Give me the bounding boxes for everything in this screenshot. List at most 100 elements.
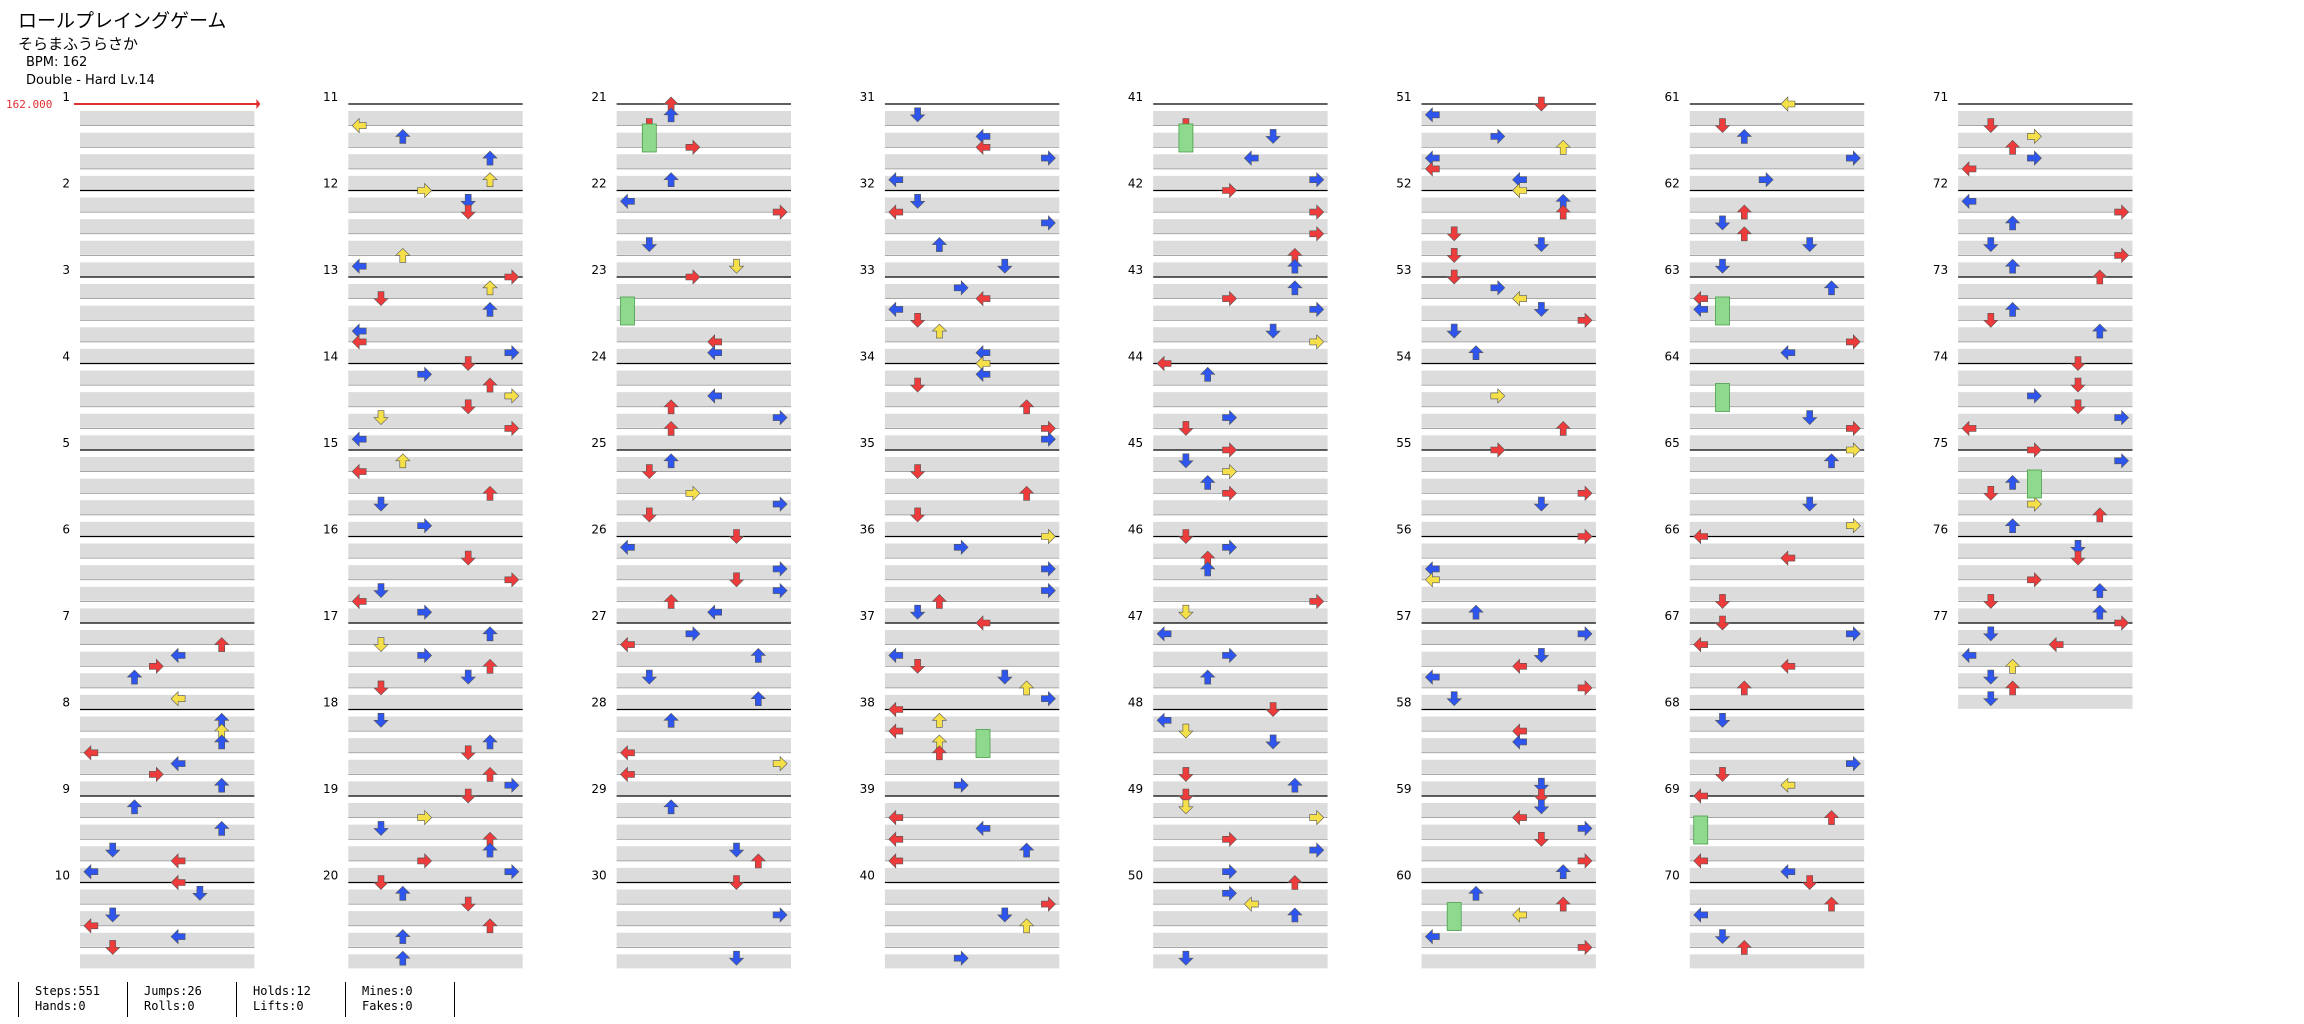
- beat-band: [80, 543, 255, 558]
- beat-band: [80, 262, 255, 277]
- beat-band: [80, 954, 255, 969]
- lifts-count: Lifts:0: [253, 999, 304, 1013]
- arrow-note: [931, 745, 948, 761]
- beat-band: [1421, 370, 1596, 385]
- beat-band: [884, 154, 1060, 169]
- measure-number: 27: [591, 609, 606, 623]
- arrow-note: [2027, 388, 2042, 404]
- bpm-marker-label: 162.000: [6, 98, 52, 111]
- beat-band: [1421, 889, 1596, 904]
- beat-band: [348, 111, 523, 125]
- measure-number: 39: [860, 782, 875, 796]
- beat-band: [348, 954, 523, 969]
- beat-band: [884, 630, 1060, 644]
- beat-band: [1689, 132, 1865, 147]
- beat-band: [1153, 219, 1328, 234]
- arrow-note: [1265, 323, 1281, 339]
- beat-band: [1421, 111, 1596, 125]
- beat-band: [80, 716, 255, 731]
- arrow-note: [888, 853, 904, 869]
- beat-band: [884, 781, 1060, 796]
- arrow-note: [1801, 410, 1818, 426]
- beat-band: [80, 197, 255, 212]
- arrow-note: [213, 820, 230, 836]
- beat-band: [616, 348, 791, 363]
- arrow-note: [1309, 204, 1325, 220]
- arrow-note: [417, 647, 433, 664]
- beat-band: [1689, 262, 1865, 277]
- beat-band: [1421, 154, 1596, 169]
- arrow-note: [2114, 247, 2130, 264]
- arrow-note: [1222, 409, 1237, 426]
- arrow-note: [620, 539, 635, 556]
- arrow-note: [1287, 875, 1303, 890]
- beat-band: [1689, 175, 1865, 190]
- measure-number: 11: [323, 90, 338, 104]
- beat-band: [348, 175, 523, 190]
- beat-band: [80, 911, 255, 926]
- beat-band: [616, 197, 791, 212]
- arrow-note: [482, 485, 498, 501]
- beat-band: [80, 219, 255, 234]
- arrow-note: [909, 312, 926, 328]
- beat-band: [884, 824, 1060, 839]
- arrow-note: [663, 399, 679, 415]
- arrow-note: [1801, 875, 1818, 890]
- beat-band: [1689, 240, 1865, 255]
- beat-band: [884, 327, 1060, 342]
- measure-number: 59: [1396, 782, 1411, 796]
- measure-number: 57: [1396, 609, 1411, 623]
- beat-band: [1153, 521, 1328, 536]
- measure-number: 51: [1396, 90, 1411, 104]
- measure-number: 25: [591, 436, 606, 450]
- measure-number: 68: [1665, 696, 1680, 710]
- beat-band: [80, 586, 255, 601]
- beat-band: [1153, 846, 1328, 861]
- arrow-note: [1178, 950, 1194, 966]
- arrow-note: [2070, 377, 2086, 393]
- arrow-note: [1823, 896, 1840, 912]
- arrow-note: [1424, 572, 1440, 588]
- measure-number: 5: [62, 436, 70, 450]
- beat-band: [1958, 175, 2133, 190]
- arrow-note: [975, 366, 991, 383]
- beat-band: [1958, 608, 2133, 623]
- arrow-note: [620, 636, 635, 653]
- arrow-note: [417, 366, 433, 383]
- arrow-note: [1446, 691, 1462, 707]
- arrow-note: [663, 712, 679, 728]
- arrow-note: [1178, 788, 1194, 804]
- beat-band: [348, 694, 523, 709]
- beat-band: [884, 932, 1060, 947]
- beat-band: [616, 846, 791, 861]
- arrow-note: [1490, 442, 1506, 458]
- arrow-note: [1961, 193, 1977, 210]
- beat-band: [80, 673, 255, 688]
- measure-number: 1: [62, 90, 70, 104]
- hold-note: [2027, 469, 2042, 499]
- arrow-note: [351, 258, 367, 274]
- beat-band: [1958, 435, 2133, 450]
- beat-band: [80, 240, 255, 255]
- beat-band: [1689, 911, 1865, 926]
- beat-band: [1421, 824, 1596, 839]
- beat-band: [1958, 197, 2133, 212]
- arrow-note: [1490, 128, 1506, 145]
- arrow-note: [373, 410, 389, 426]
- arrow-note: [417, 853, 433, 869]
- arrow-note: [1533, 777, 1550, 793]
- beat-band: [1421, 478, 1596, 493]
- stat-column: Steps:551 Hands:0: [18, 982, 127, 1017]
- arrow-note: [909, 194, 926, 209]
- arrow-note: [1222, 831, 1237, 848]
- arrow-note: [482, 842, 498, 858]
- bpm-text: BPM: 162: [26, 55, 88, 70]
- beat-band: [616, 716, 791, 731]
- arrow-note: [1961, 420, 1977, 437]
- beat-band: [1421, 781, 1596, 796]
- measure-number: 60: [1396, 869, 1411, 883]
- notes-layer: [83, 96, 2130, 966]
- beat-band: [1958, 284, 2133, 298]
- arrow-note: [909, 507, 926, 523]
